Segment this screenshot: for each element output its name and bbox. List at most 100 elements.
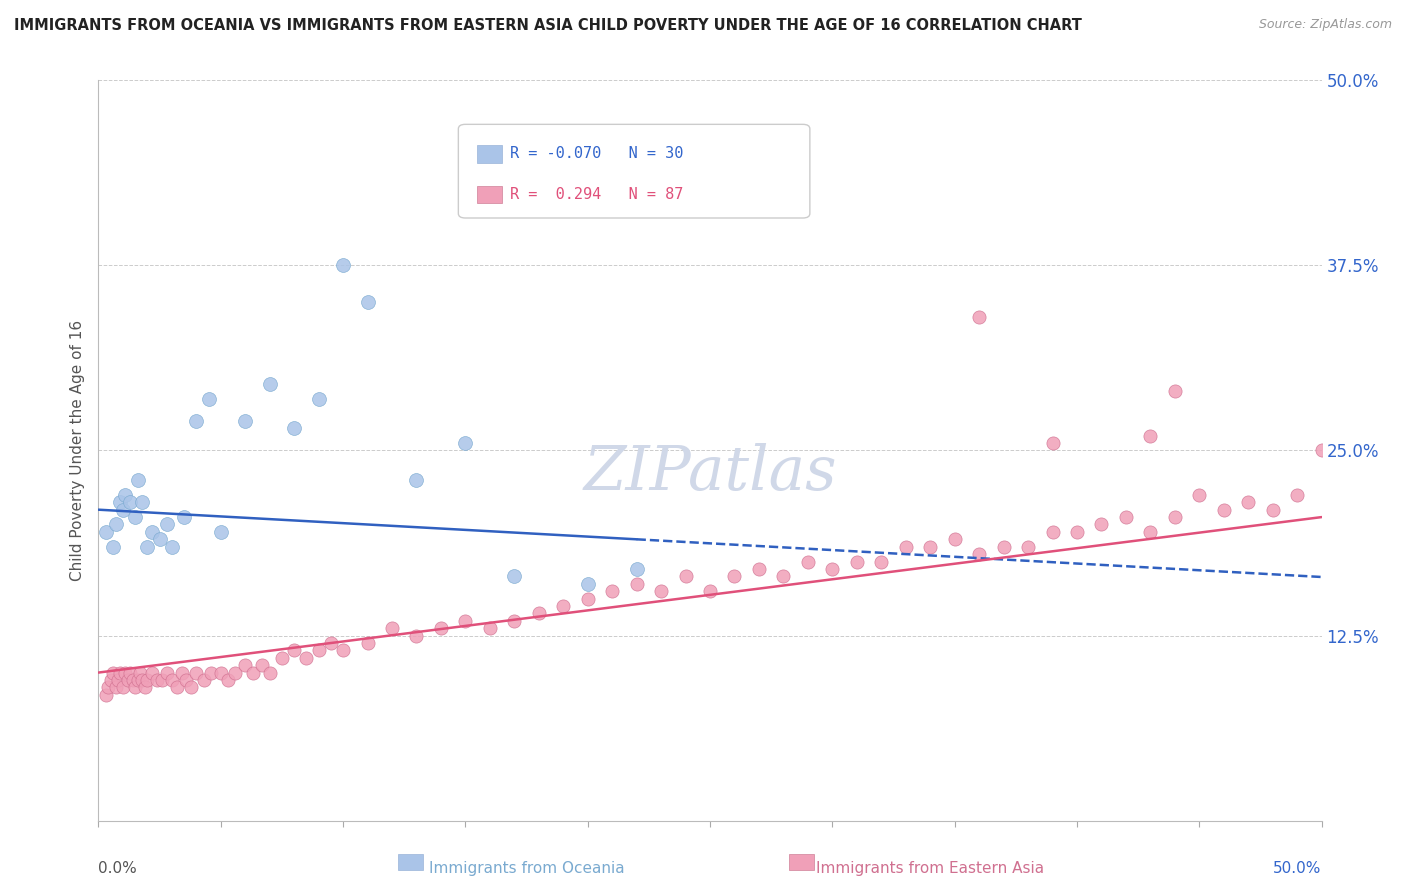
Point bbox=[104, 517, 127, 532]
Text: 0.0%: 0.0% bbox=[98, 862, 138, 876]
Point bbox=[1090, 517, 1112, 532]
Point bbox=[503, 614, 526, 628]
Point bbox=[454, 436, 477, 450]
Point bbox=[233, 658, 256, 673]
Point bbox=[209, 665, 232, 680]
Point bbox=[120, 495, 142, 509]
Point bbox=[114, 665, 136, 680]
Point bbox=[1017, 540, 1039, 554]
Point bbox=[1139, 428, 1161, 442]
Point bbox=[894, 540, 917, 554]
Point bbox=[149, 533, 172, 547]
Point bbox=[675, 569, 697, 583]
Point bbox=[136, 673, 159, 687]
Point bbox=[356, 636, 378, 650]
Point bbox=[242, 665, 264, 680]
Point bbox=[114, 488, 136, 502]
Point bbox=[1310, 443, 1333, 458]
Point bbox=[170, 665, 193, 680]
Text: Immigrants from Oceania: Immigrants from Oceania bbox=[429, 862, 624, 876]
Point bbox=[381, 621, 404, 635]
Point bbox=[193, 673, 215, 687]
Point bbox=[104, 681, 127, 695]
Point bbox=[943, 533, 966, 547]
Point bbox=[699, 584, 721, 599]
Point bbox=[1164, 384, 1187, 399]
Point bbox=[600, 584, 623, 599]
Point bbox=[283, 421, 305, 435]
Point bbox=[454, 614, 477, 628]
Point bbox=[845, 555, 868, 569]
Y-axis label: Child Poverty Under the Age of 16: Child Poverty Under the Age of 16 bbox=[70, 320, 86, 581]
Point bbox=[146, 673, 169, 687]
Point bbox=[576, 591, 599, 606]
Point bbox=[576, 576, 599, 591]
Point bbox=[150, 673, 173, 687]
Point bbox=[120, 665, 142, 680]
Point bbox=[160, 540, 183, 554]
Point bbox=[723, 569, 745, 583]
Point bbox=[1164, 510, 1187, 524]
Point bbox=[94, 524, 117, 539]
Point bbox=[110, 495, 132, 509]
Point bbox=[131, 495, 153, 509]
Point bbox=[200, 665, 222, 680]
Point bbox=[797, 555, 820, 569]
Point bbox=[527, 607, 550, 621]
Point bbox=[319, 636, 342, 650]
Point bbox=[626, 562, 648, 576]
Point bbox=[233, 414, 256, 428]
Point bbox=[131, 673, 153, 687]
Point bbox=[503, 569, 526, 583]
Point bbox=[772, 569, 794, 583]
Point bbox=[259, 665, 281, 680]
Point bbox=[821, 562, 844, 576]
Point bbox=[121, 673, 143, 687]
Point bbox=[478, 621, 501, 635]
Point bbox=[124, 681, 146, 695]
Point bbox=[1042, 524, 1064, 539]
Point bbox=[117, 673, 139, 687]
Point bbox=[295, 650, 318, 665]
Text: R =  0.294   N = 87: R = 0.294 N = 87 bbox=[510, 187, 683, 202]
Point bbox=[101, 540, 124, 554]
Point bbox=[97, 681, 120, 695]
Point bbox=[308, 643, 330, 657]
Text: ZIPatlas: ZIPatlas bbox=[583, 442, 837, 503]
Point bbox=[283, 643, 305, 657]
Text: Source: ZipAtlas.com: Source: ZipAtlas.com bbox=[1258, 18, 1392, 31]
Point bbox=[870, 555, 893, 569]
Point bbox=[141, 665, 163, 680]
Point bbox=[209, 524, 232, 539]
Point bbox=[1188, 488, 1211, 502]
Point bbox=[111, 681, 134, 695]
Point bbox=[176, 673, 198, 687]
Point bbox=[252, 658, 274, 673]
Point bbox=[224, 665, 246, 680]
Point bbox=[160, 673, 183, 687]
Point bbox=[101, 665, 124, 680]
Point bbox=[967, 310, 990, 325]
Point bbox=[94, 688, 117, 702]
Point bbox=[136, 540, 159, 554]
Text: IMMIGRANTS FROM OCEANIA VS IMMIGRANTS FROM EASTERN ASIA CHILD POVERTY UNDER THE : IMMIGRANTS FROM OCEANIA VS IMMIGRANTS FR… bbox=[14, 18, 1083, 33]
Point bbox=[270, 650, 294, 665]
Point bbox=[173, 510, 195, 524]
Point bbox=[405, 629, 427, 643]
Point bbox=[129, 665, 152, 680]
Point bbox=[186, 665, 208, 680]
Point bbox=[748, 562, 770, 576]
Point bbox=[332, 259, 354, 273]
Point bbox=[156, 665, 179, 680]
Point bbox=[967, 547, 990, 561]
Point bbox=[1237, 495, 1260, 509]
Text: 50.0%: 50.0% bbox=[1274, 862, 1322, 876]
Point bbox=[1212, 502, 1234, 516]
Point bbox=[217, 673, 239, 687]
Point bbox=[1115, 510, 1137, 524]
Point bbox=[259, 376, 281, 391]
Point bbox=[141, 524, 163, 539]
Point bbox=[107, 673, 129, 687]
Text: R = -0.070   N = 30: R = -0.070 N = 30 bbox=[510, 146, 683, 161]
Point bbox=[430, 621, 453, 635]
